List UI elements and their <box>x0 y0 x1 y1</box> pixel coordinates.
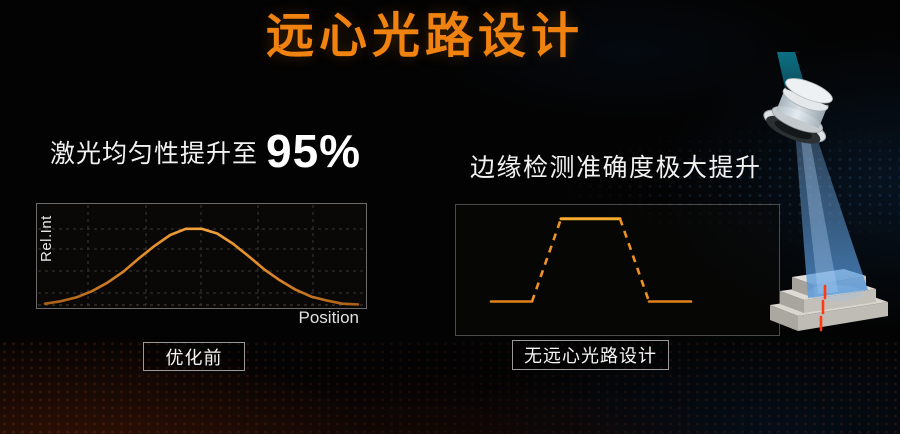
right-heading: 边缘检测准确度极大提升 <box>470 154 762 182</box>
profile-edge-dashed <box>530 218 563 302</box>
left-chart-grid <box>38 205 365 306</box>
projected-beam <box>795 126 868 298</box>
right-chart-panel <box>455 204 780 336</box>
left-chart-xlabel: Position <box>298 308 359 327</box>
beam-hit-glow <box>807 285 863 301</box>
right-chart-svg <box>489 217 693 303</box>
profile-edge-dashed <box>618 218 651 302</box>
left-caption-box: 优化前 <box>143 342 245 371</box>
right-caption-box: 无远心光路设计 <box>512 340 669 370</box>
lens-icon <box>763 78 833 144</box>
left-chart-svg <box>38 205 365 306</box>
gaussian-curve <box>43 227 360 306</box>
telecentric-lens-illustration <box>763 52 888 332</box>
left-heading-text: 激光均匀性提升至 <box>50 140 259 168</box>
left-heading: 激光均匀性提升至 95% <box>50 128 361 174</box>
page-title: 远心光路设计 <box>265 10 584 63</box>
laser-line-marks <box>819 284 827 332</box>
projected-beam-core <box>800 128 838 294</box>
left-chart-panel <box>36 203 367 309</box>
background-dot-pattern-red <box>0 340 900 434</box>
left-heading-value: 95% <box>266 125 362 177</box>
left-chart-ylabel: Rel.Int <box>38 215 55 263</box>
